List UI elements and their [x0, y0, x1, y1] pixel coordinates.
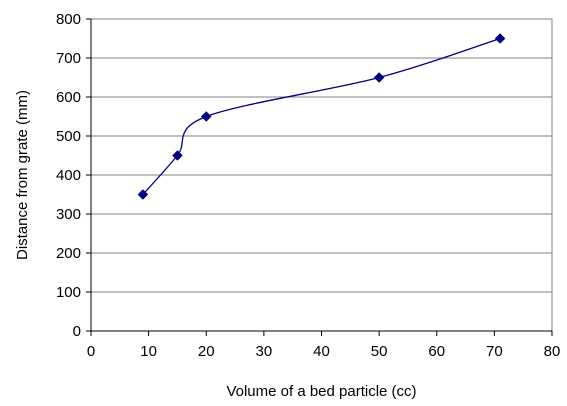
gridlines — [91, 18, 552, 293]
data-point — [373, 72, 385, 83]
y-tick-label: 600 — [56, 89, 81, 106]
data-point — [494, 33, 506, 44]
y-axis-title: Distance from grate (mm) — [14, 90, 31, 260]
x-tick-label: 10 — [140, 343, 157, 360]
x-tick-label: 70 — [486, 343, 503, 360]
x-axis-title: Volume of a bed particle (cc) — [226, 383, 416, 400]
x-tick-label: 40 — [313, 343, 330, 360]
data-point — [137, 189, 149, 200]
x-tick-label: 30 — [256, 343, 273, 360]
y-tick-labels: 0 100 200 300 400 500 600 700 800 — [56, 11, 81, 340]
y-tick-label: 400 — [56, 167, 81, 184]
x-tick-label: 60 — [428, 343, 445, 360]
axes — [86, 18, 553, 336]
series — [137, 33, 506, 200]
x-tick-label: 20 — [198, 343, 215, 360]
data-point — [200, 111, 212, 122]
x-tick-labels: 0 10 20 30 40 50 60 70 80 — [87, 343, 561, 360]
y-tick-label: 700 — [56, 50, 81, 67]
y-tick-label: 500 — [56, 128, 81, 145]
y-tick-label: 200 — [56, 245, 81, 262]
x-tick-label: 80 — [544, 343, 561, 360]
x-tick-label: 0 — [87, 343, 95, 360]
x-tick-label: 50 — [371, 343, 388, 360]
series-line — [142, 37, 501, 195]
y-tick-label: 300 — [56, 206, 81, 223]
y-tick-label: 0 — [73, 323, 81, 340]
y-tick-label: 800 — [56, 11, 81, 28]
y-tick-label: 100 — [56, 284, 81, 301]
data-point — [172, 150, 183, 161]
